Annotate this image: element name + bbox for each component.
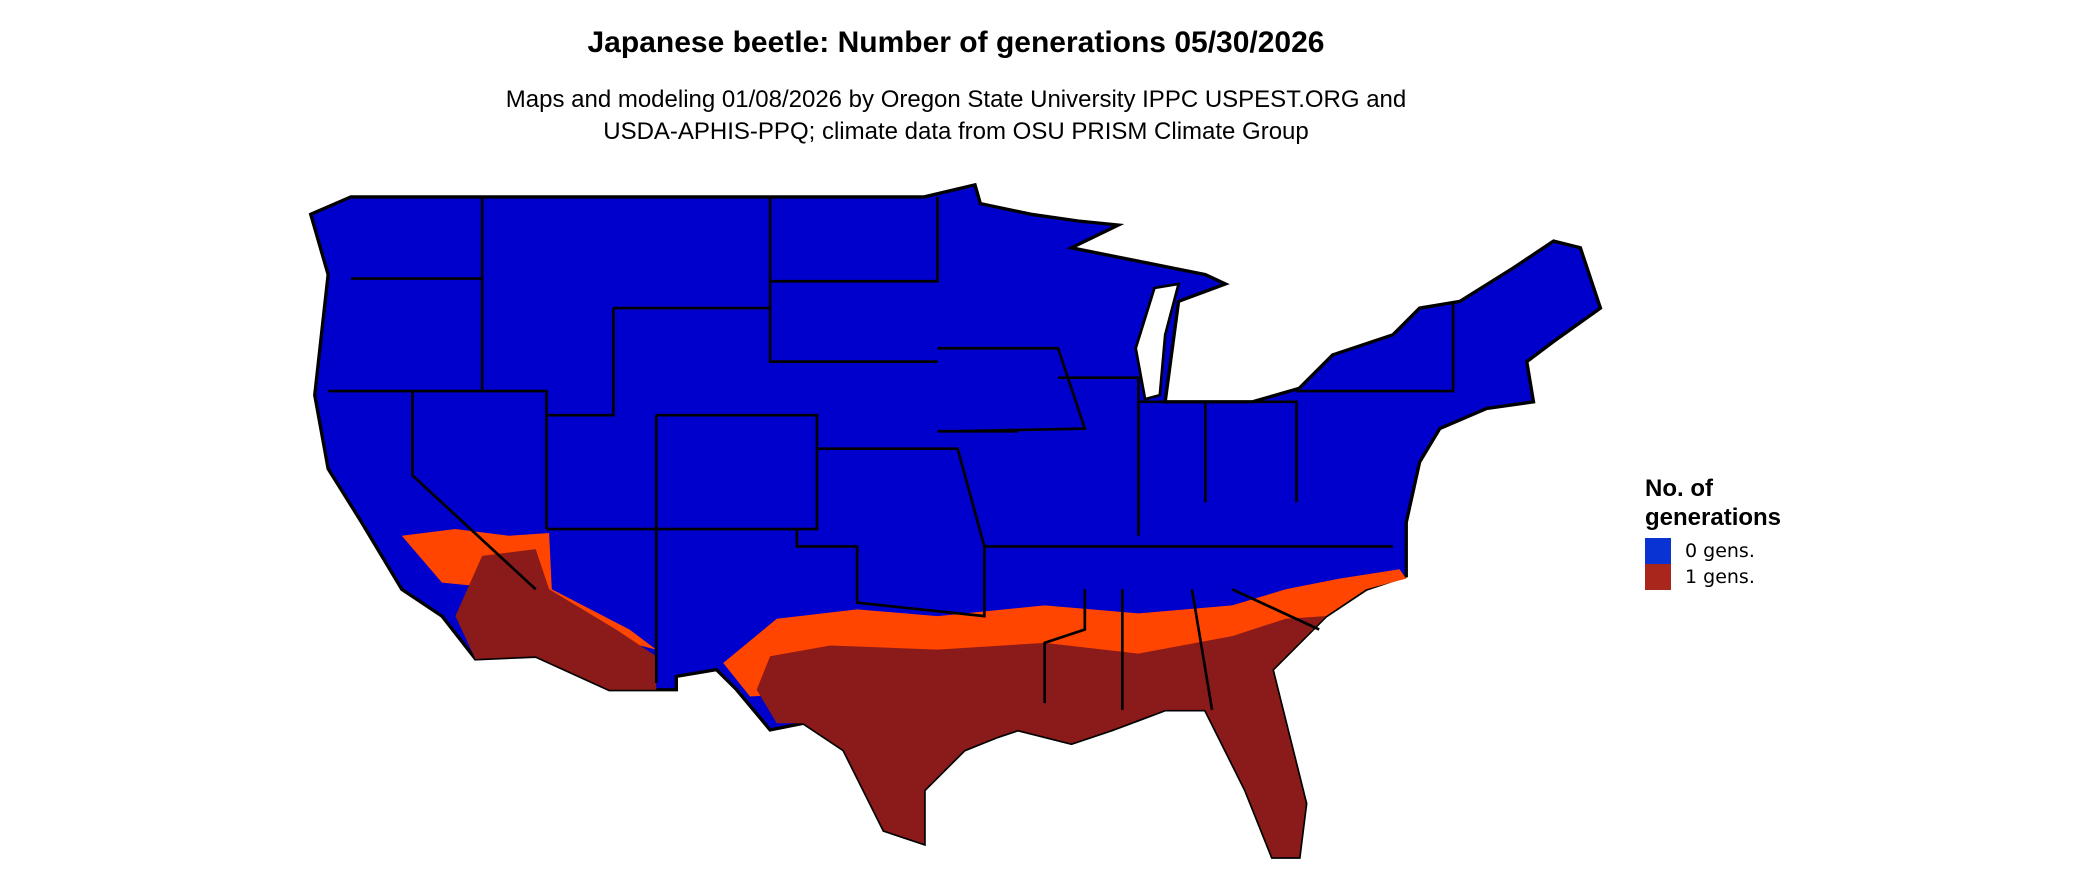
legend-title-line-2: generations <box>1645 504 1782 531</box>
state-borders <box>328 196 1455 711</box>
legend-title: No. of generations <box>1645 474 1781 532</box>
map-legend: No. of generations 0 gens. 1 gens. <box>1645 474 1781 590</box>
legend-item-1-gens: 1 gens. <box>1645 564 1781 590</box>
subtitle-line-2: USDA-APHIS-PPQ; climate data from OSU PR… <box>603 118 1309 145</box>
legend-item-0-gens: 0 gens. <box>1645 538 1781 564</box>
map-title: Japanese beetle: Number of generations 0… <box>587 26 1325 59</box>
legend-label: 0 gens. <box>1685 540 1755 562</box>
legend-title-line-1: No. of <box>1645 475 1713 502</box>
legend-swatch-red <box>1645 564 1671 590</box>
legend-label: 1 gens. <box>1685 566 1755 588</box>
legend-swatch-blue <box>1645 538 1671 564</box>
subtitle-line-1: Maps and modeling 01/08/2026 by Oregon S… <box>505 86 1407 113</box>
map-subtitle: Maps and modeling 01/08/2026 by Oregon S… <box>0 84 1912 148</box>
one-gen-region-southwest <box>455 549 657 690</box>
lake-michigan <box>1134 282 1181 401</box>
one-gen-region-south <box>756 616 1326 858</box>
